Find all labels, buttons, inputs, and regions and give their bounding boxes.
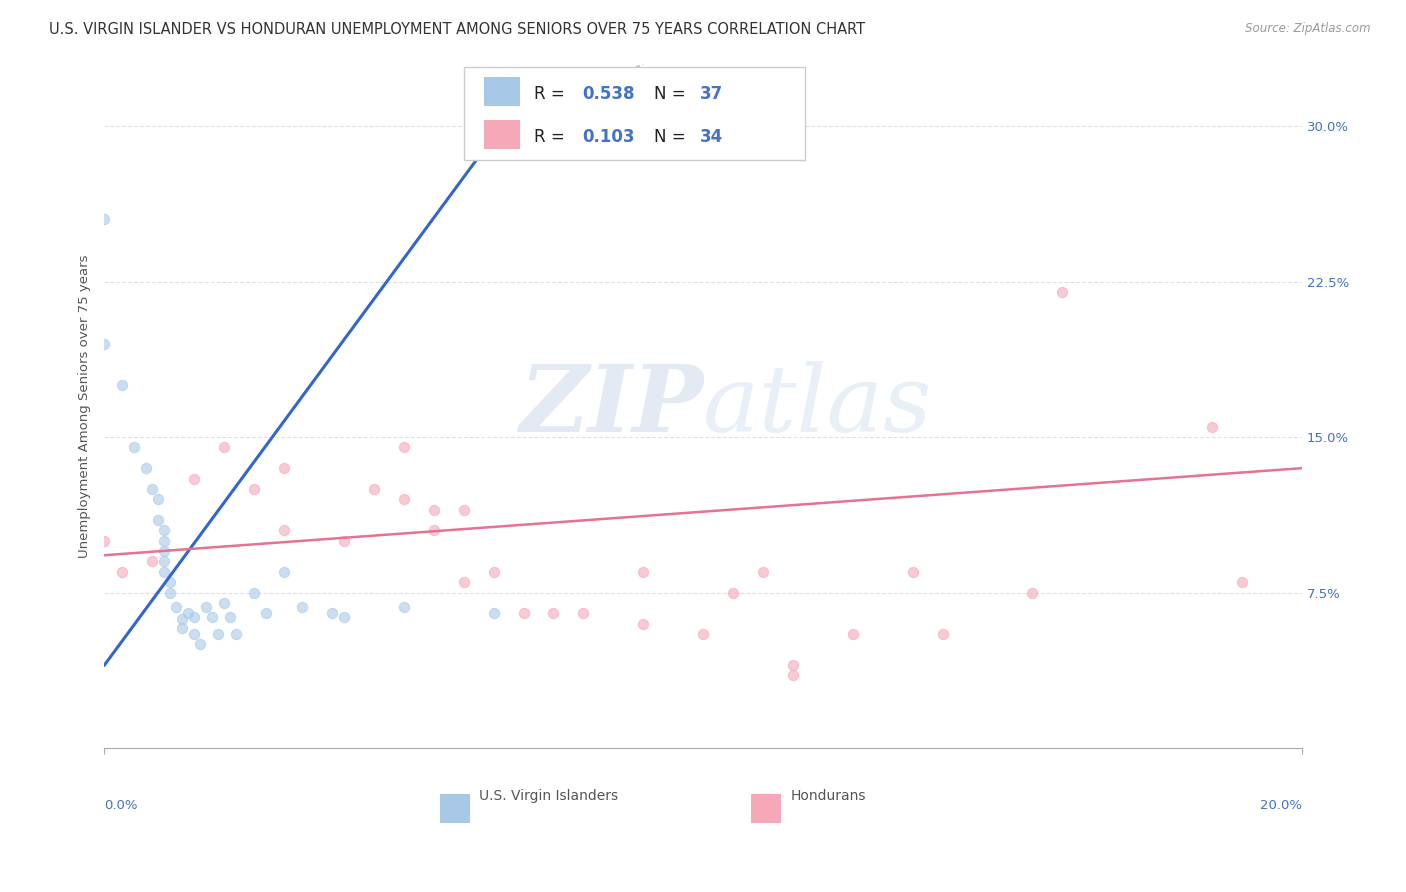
Point (453, 575, 475, 590)
Point (111, 378, 134, 392)
Bar (484, 78, 520, 106)
Point (183, 627, 205, 641)
Point (273, 565, 295, 579)
FancyBboxPatch shape (464, 68, 804, 160)
Point (333, 610, 356, 624)
Point (1021, 585, 1043, 599)
Point (631, 565, 654, 579)
Point (212, 596, 235, 610)
Point (422, 524, 444, 538)
Text: 0.538: 0.538 (582, 85, 634, 103)
Point (177, 606, 200, 620)
Point (195, 600, 218, 615)
Point (482, 606, 505, 620)
Point (631, 140, 654, 154)
Text: 34: 34 (700, 128, 723, 145)
Point (254, 606, 277, 620)
Point (201, 610, 224, 624)
Point (148, 492, 170, 507)
Point (148, 513, 170, 527)
Point (225, 627, 247, 641)
Text: 20.0%: 20.0% (1260, 799, 1302, 813)
Text: Hondurans: Hondurans (790, 789, 866, 803)
Text: atlas: atlas (703, 361, 932, 451)
Point (188, 637, 211, 651)
Text: ZIP: ZIP (519, 361, 703, 451)
Point (141, 482, 163, 496)
Point (931, 627, 953, 641)
Point (1052, 285, 1074, 299)
Point (782, 668, 804, 682)
Point (631, 616, 654, 631)
Point (165, 600, 187, 615)
Point (392, 492, 415, 507)
Point (512, 606, 534, 620)
Text: N =: N = (654, 128, 690, 145)
Text: N =: N = (654, 85, 690, 103)
Point (392, 600, 415, 615)
Point (141, 554, 163, 568)
Point (363, 482, 385, 496)
Point (572, 606, 595, 620)
Bar (484, 120, 520, 149)
Point (212, 441, 235, 455)
Text: R =: R = (534, 128, 571, 145)
Point (453, 502, 475, 516)
Point (111, 565, 134, 579)
Text: R =: R = (534, 85, 571, 103)
Point (183, 610, 205, 624)
Text: U.S. VIRGIN ISLANDER VS HONDURAN UNEMPLOYMENT AMONG SENIORS OVER 75 YEARS CORREL: U.S. VIRGIN ISLANDER VS HONDURAN UNEMPLO… (49, 22, 865, 37)
Text: Source: ZipAtlas.com: Source: ZipAtlas.com (1246, 22, 1371, 36)
Point (159, 575, 181, 590)
Point (243, 482, 266, 496)
Point (243, 585, 266, 599)
Point (1230, 575, 1253, 590)
Point (422, 502, 444, 516)
Point (207, 627, 229, 641)
Point (273, 461, 295, 475)
Point (842, 627, 865, 641)
Point (93, 336, 115, 351)
Bar (440, 795, 470, 823)
Text: 37: 37 (700, 85, 723, 103)
Point (172, 612, 194, 626)
Text: 0.0%: 0.0% (104, 799, 138, 813)
Point (93, 533, 115, 548)
Point (93, 212, 115, 227)
Point (782, 658, 804, 673)
Point (752, 565, 775, 579)
Point (153, 524, 176, 538)
Point (321, 606, 343, 620)
Point (124, 441, 146, 455)
Point (153, 565, 176, 579)
Point (333, 533, 356, 548)
Point (135, 461, 157, 475)
Point (482, 565, 505, 579)
Point (692, 627, 714, 641)
Point (219, 610, 242, 624)
Text: U.S. Virgin Islanders: U.S. Virgin Islanders (479, 789, 619, 803)
Point (543, 606, 565, 620)
Point (153, 533, 176, 548)
Text: 0.103: 0.103 (582, 128, 634, 145)
Point (159, 585, 181, 599)
Point (183, 471, 205, 485)
Point (153, 544, 176, 558)
Bar (751, 795, 780, 823)
Point (392, 441, 415, 455)
Point (291, 600, 314, 615)
Point (153, 554, 176, 568)
Point (273, 524, 295, 538)
Point (901, 565, 924, 579)
Point (721, 585, 744, 599)
Y-axis label: Unemployment Among Seniors over 75 years: Unemployment Among Seniors over 75 years (79, 254, 91, 558)
Point (1201, 419, 1223, 434)
Point (172, 621, 194, 635)
